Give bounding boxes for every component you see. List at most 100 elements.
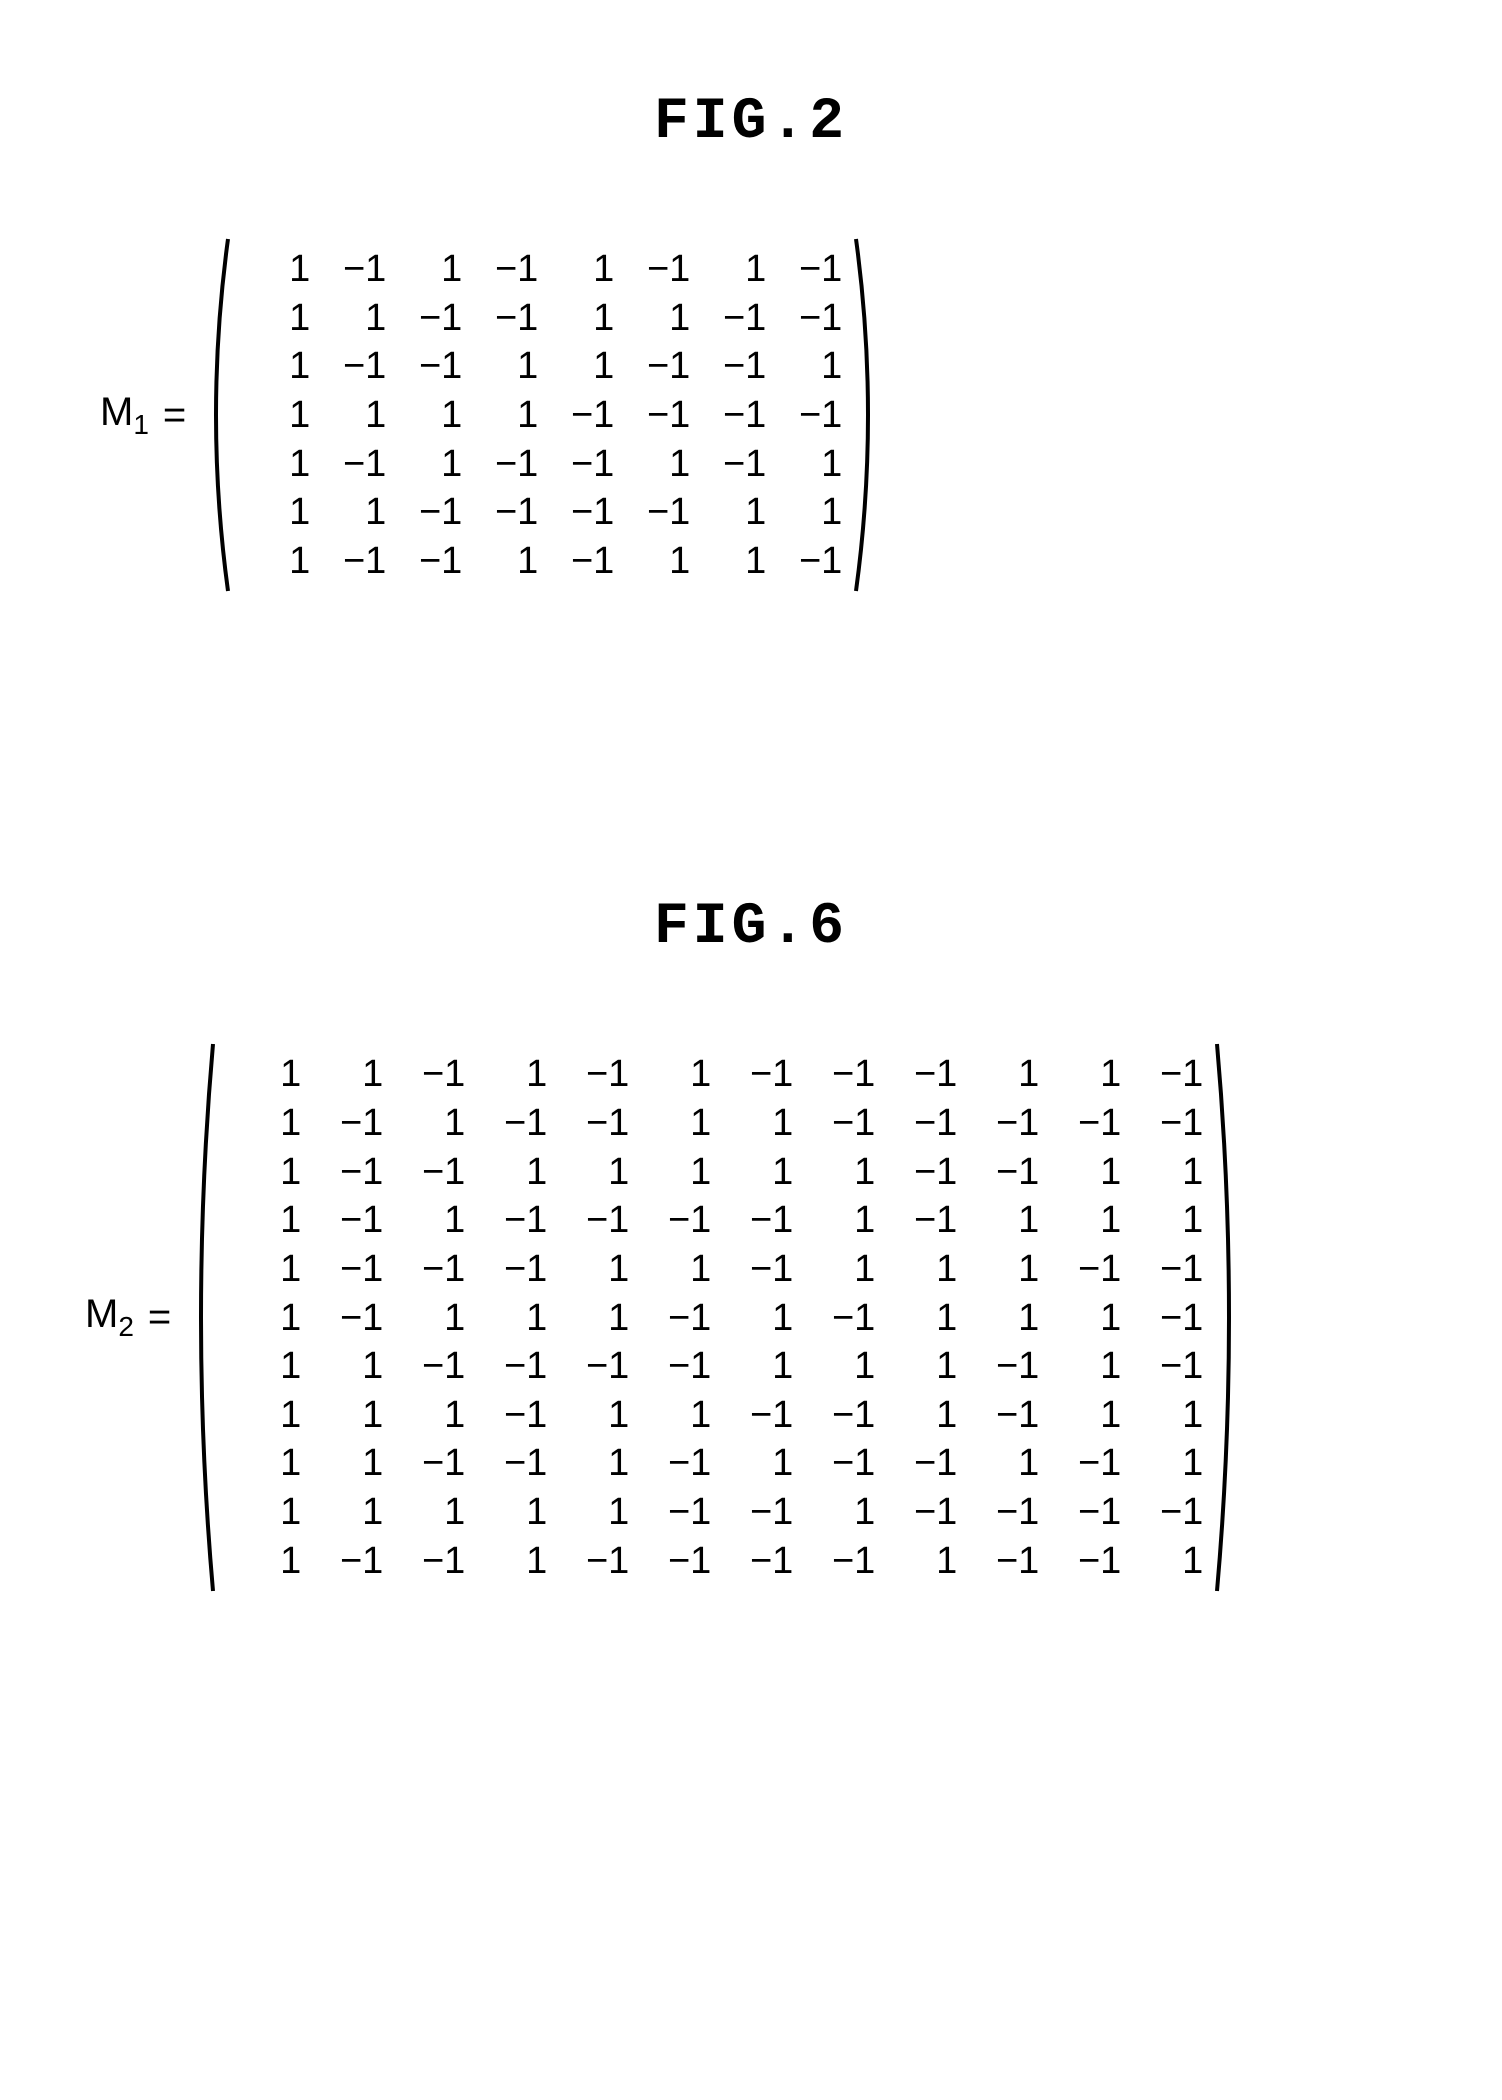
matrix-cell: −1	[542, 391, 618, 440]
matrix-cell: −1	[694, 440, 770, 489]
matrix-cell: 1	[469, 1050, 551, 1099]
matrix-cell: −1	[469, 1439, 551, 1488]
matrix-m2-subscript: 2	[118, 1311, 134, 1342]
matrix-cell: 1	[1043, 1294, 1125, 1343]
matrix-cell: −1	[879, 1148, 961, 1197]
matrix-cell: 1	[770, 488, 846, 537]
matrix-cell: −1	[633, 1196, 715, 1245]
matrix-cell: −1	[387, 1050, 469, 1099]
matrix-cell: 1	[1043, 1196, 1125, 1245]
matrix-cell: 1	[633, 1391, 715, 1440]
matrix-cell: −1	[797, 1294, 879, 1343]
left-paren-icon	[200, 235, 232, 595]
matrix-cell: 1	[551, 1488, 633, 1537]
matrix-cell: −1	[466, 488, 542, 537]
matrix-cell: −1	[314, 537, 390, 586]
matrix-cell: 1	[238, 440, 314, 489]
matrix-cell: 1	[542, 342, 618, 391]
matrix-cell: 1	[961, 1294, 1043, 1343]
matrix-cell: −1	[797, 1537, 879, 1586]
matrix-cell: 1	[238, 342, 314, 391]
matrix-cell: 1	[469, 1488, 551, 1537]
matrix-cell: 1	[387, 1099, 469, 1148]
matrix-cell: 1	[387, 1488, 469, 1537]
matrix-cell: 1	[961, 1245, 1043, 1294]
matrix-cell: 1	[551, 1439, 633, 1488]
matrix-cell: 1	[223, 1050, 305, 1099]
matrix-cell: −1	[390, 488, 466, 537]
matrix-cell: −1	[387, 1439, 469, 1488]
matrix-cell: 1	[961, 1050, 1043, 1099]
matrix-cell: −1	[770, 245, 846, 294]
figure-2-block: FIG.2 M1 = 1−11−11−11−111−1−111−1−11−1−1…	[80, 90, 1422, 595]
matrix-m1-symbol: M	[100, 390, 133, 434]
matrix-cell: 1	[238, 488, 314, 537]
matrix-cell: 1	[223, 1391, 305, 1440]
matrix-cell: 1	[879, 1294, 961, 1343]
matrix-cell: 1	[390, 245, 466, 294]
matrix-cell: 1	[223, 1196, 305, 1245]
matrix-cell: 1	[694, 488, 770, 537]
matrix-cell: −1	[305, 1245, 387, 1294]
matrix-cell: −1	[879, 1050, 961, 1099]
matrix-cell: −1	[1125, 1050, 1207, 1099]
matrix-cell: −1	[314, 342, 390, 391]
matrix-cell: 1	[770, 342, 846, 391]
matrix-cell: −1	[1125, 1099, 1207, 1148]
matrix-cell: −1	[715, 1488, 797, 1537]
matrix-cell: 1	[223, 1439, 305, 1488]
matrix-cell: 1	[879, 1537, 961, 1586]
matrix-row: 1−1111−11−1111−1	[223, 1294, 1207, 1343]
matrix-cell: −1	[618, 342, 694, 391]
matrix-row: 1−1−111111−1−111	[223, 1148, 1207, 1197]
matrix-cell: 1	[469, 1537, 551, 1586]
matrix-row: 1−11−1−1−1−11−1111	[223, 1196, 1207, 1245]
matrix-cell: 1	[223, 1537, 305, 1586]
matrix-cell: −1	[387, 1148, 469, 1197]
matrix-cell: −1	[551, 1342, 633, 1391]
matrix-cell: −1	[469, 1196, 551, 1245]
matrix-row: 1111−1−1−1−1	[238, 391, 846, 440]
matrix-cell: −1	[879, 1488, 961, 1537]
matrix-row: 11−1−111−1−1	[238, 294, 846, 343]
matrix-cell: 1	[387, 1196, 469, 1245]
matrix-m1-body: 1−11−11−11−111−1−111−1−11−1−111−1−111111…	[232, 235, 852, 595]
matrix-cell: 1	[1043, 1391, 1125, 1440]
matrix-cell: 1	[797, 1196, 879, 1245]
matrix-cell: 1	[469, 1294, 551, 1343]
matrix-cell: 1	[618, 440, 694, 489]
matrix-cell: 1	[1125, 1439, 1207, 1488]
matrix-cell: −1	[466, 440, 542, 489]
matrix-cell: 1	[223, 1488, 305, 1537]
matrix-row: 1−11−1−11−11	[238, 440, 846, 489]
matrix-cell: 1	[390, 391, 466, 440]
matrix-cell: −1	[551, 1196, 633, 1245]
matrix-cell: −1	[633, 1294, 715, 1343]
matrix-cell: −1	[961, 1537, 1043, 1586]
matrix-cell: −1	[469, 1391, 551, 1440]
matrix-cell: −1	[618, 488, 694, 537]
matrix-cell: 1	[961, 1439, 1043, 1488]
matrix-cell: 1	[715, 1099, 797, 1148]
matrix-cell: −1	[390, 294, 466, 343]
matrix-cell: −1	[715, 1391, 797, 1440]
matrix-cell: 1	[618, 294, 694, 343]
matrix-cell: 1	[633, 1099, 715, 1148]
matrix-cell: −1	[390, 537, 466, 586]
right-paren-icon	[852, 235, 884, 595]
matrix-cell: 1	[879, 1391, 961, 1440]
matrix-cell: −1	[961, 1488, 1043, 1537]
matrix-cell: −1	[551, 1099, 633, 1148]
matrix-cell: −1	[797, 1050, 879, 1099]
matrix-row: 1−1−11−1−1−1−11−1−11	[223, 1537, 1207, 1586]
matrix-cell: −1	[694, 391, 770, 440]
matrix-cell: −1	[797, 1439, 879, 1488]
matrix-cell: 1	[223, 1342, 305, 1391]
matrix-cell: −1	[1125, 1294, 1207, 1343]
figure-2-label: FIG.2	[654, 90, 848, 155]
matrix-m2-name: M2	[85, 1292, 134, 1343]
matrix-cell: 1	[223, 1148, 305, 1197]
matrix-cell: −1	[305, 1196, 387, 1245]
matrix-cell: −1	[1125, 1245, 1207, 1294]
matrix-cell: −1	[469, 1099, 551, 1148]
